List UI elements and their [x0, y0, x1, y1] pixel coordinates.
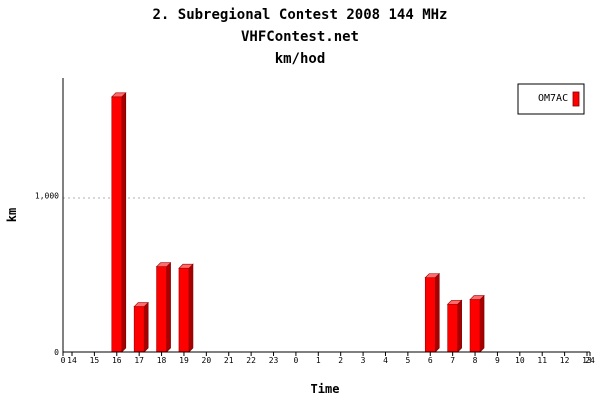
x-tick-label: 16: [112, 356, 122, 365]
x-tick-label: 19: [179, 356, 189, 365]
x-tick-label: 0: [293, 356, 298, 365]
chart-subtitle: VHFContest.net: [241, 29, 359, 45]
x-tick-label: 15: [90, 356, 100, 365]
bar: [469, 294, 485, 353]
x-ticks: 0 14 15 16 17 18 19 20 21 22 23 0 1 2 3 4 5 6 7 8 9 10 11 12 132…: [61, 352, 595, 365]
bar-side: [457, 299, 462, 353]
legend-swatch: [572, 91, 580, 107]
bar-front: [178, 267, 190, 353]
x-tick-label: 3: [361, 356, 366, 365]
x-tick-label: 23: [269, 356, 279, 365]
x-tick-label: 24: [585, 356, 595, 365]
x-tick-label: 10: [515, 356, 525, 365]
bar-top: [111, 92, 127, 98]
x-tick-label: 1: [316, 356, 321, 365]
y-axis-label: km: [5, 208, 19, 222]
bar-front: [156, 266, 167, 353]
bar: [178, 263, 194, 353]
x-axis-label: Time: [311, 382, 340, 396]
legend: OM7AC: [517, 83, 585, 115]
x-tick-label: 11: [537, 356, 547, 365]
x-tick-label: 21: [224, 356, 234, 365]
bar-side: [143, 301, 149, 353]
x-tick-label: 17: [134, 356, 144, 365]
bar-side: [434, 272, 440, 353]
bar-top: [424, 273, 440, 278]
x-tick-label: 7: [450, 356, 455, 365]
bar-top: [178, 263, 194, 269]
bar-front: [111, 96, 123, 353]
x-tick-label: 14: [67, 356, 77, 365]
bar-top: [133, 302, 149, 307]
x-tick-label: 6: [428, 356, 433, 365]
bar-top: [155, 262, 172, 267]
bar: [446, 299, 463, 353]
chart-title: 2. Subregional Contest 2008 144 MHz: [152, 7, 447, 23]
bar-side: [121, 92, 127, 353]
bar-side: [166, 261, 171, 353]
bar-front: [133, 306, 145, 353]
x-tick-label: 9: [495, 356, 500, 365]
bar: [424, 272, 440, 353]
x-tick-label: 18: [157, 356, 167, 365]
bar-front: [447, 303, 458, 353]
bar-front: [424, 277, 436, 353]
x-tick-label: 20: [202, 356, 212, 365]
bar-side: [188, 263, 194, 353]
x-tick-label: 12: [560, 356, 570, 365]
x-tick-label: 13: [582, 356, 592, 365]
x-tick-label: 2: [338, 356, 343, 365]
bar: [111, 92, 127, 353]
bar: [133, 301, 149, 353]
bar: [155, 261, 172, 353]
chart-units: km/hod: [275, 51, 326, 67]
x-tick-label: 8: [473, 356, 478, 365]
bar-top: [469, 295, 485, 300]
bars-group: [111, 92, 485, 353]
x-tick-label: 5: [405, 356, 410, 365]
bar-top: [446, 299, 463, 305]
bar-front: [469, 299, 481, 353]
y-tick-label: 0: [54, 348, 59, 357]
x-tick-label: 22: [246, 356, 256, 365]
x-tick-label: 4: [383, 356, 388, 365]
y-tick-label: 1,000: [35, 191, 59, 200]
bar-side: [479, 294, 485, 353]
y-ticks: 0 1,000: [35, 191, 59, 357]
legend-label: OM7AC: [538, 93, 568, 104]
x-tick-label: 0: [61, 356, 66, 365]
